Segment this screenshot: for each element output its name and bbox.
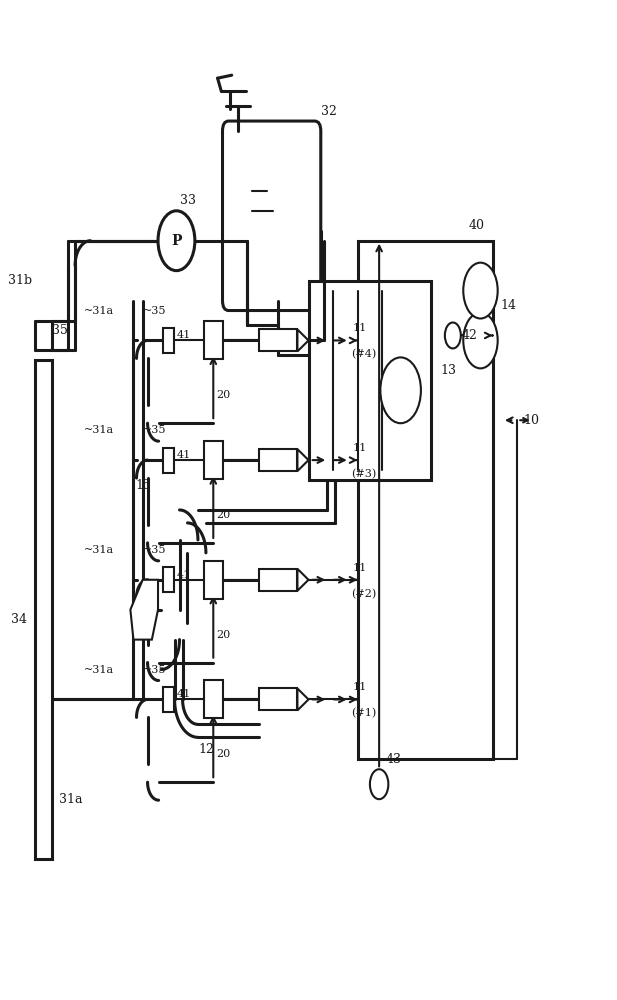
Bar (259, 329, 297, 351)
Text: ~31a: ~31a (85, 545, 114, 555)
Text: 13: 13 (441, 364, 457, 377)
Text: 32: 32 (321, 105, 337, 118)
Circle shape (158, 211, 195, 271)
Bar (308, 281, 431, 480)
Text: 20: 20 (217, 630, 231, 640)
Text: 35: 35 (52, 324, 68, 337)
Bar (35, 360, 52, 859)
Text: (#2): (#2) (352, 589, 377, 599)
Text: 11: 11 (353, 443, 367, 453)
Circle shape (463, 313, 498, 368)
Polygon shape (297, 688, 308, 710)
Text: 31a: 31a (59, 793, 83, 806)
Text: 43: 43 (385, 753, 401, 766)
Circle shape (370, 769, 388, 799)
Text: 20: 20 (217, 749, 231, 759)
Text: (#1): (#1) (352, 708, 377, 719)
FancyBboxPatch shape (223, 121, 321, 311)
Text: 20: 20 (217, 510, 231, 520)
Text: 42: 42 (462, 329, 478, 342)
Text: 14: 14 (500, 299, 516, 312)
Bar (163, 567, 174, 592)
Text: 41: 41 (176, 330, 191, 340)
Text: 31b: 31b (7, 274, 31, 287)
Text: 40: 40 (468, 219, 484, 232)
Text: ~35: ~35 (143, 545, 166, 555)
Text: ~35: ~35 (143, 665, 166, 675)
Text: 12: 12 (198, 743, 214, 756)
Polygon shape (297, 329, 308, 351)
Bar (259, 569, 297, 591)
Text: 41: 41 (176, 450, 191, 460)
Text: 41: 41 (176, 689, 191, 699)
Text: (#4): (#4) (352, 349, 377, 360)
Text: 20: 20 (217, 390, 231, 400)
Bar (259, 449, 297, 471)
Bar (259, 688, 297, 710)
Polygon shape (297, 569, 308, 591)
Bar (204, 561, 223, 599)
Bar (163, 448, 174, 473)
Polygon shape (297, 449, 308, 471)
Bar (204, 680, 223, 718)
Polygon shape (130, 580, 158, 640)
Text: ~31a: ~31a (85, 425, 114, 435)
Text: ~31a: ~31a (85, 665, 114, 675)
Text: ~35: ~35 (143, 306, 166, 316)
Text: 11: 11 (353, 563, 367, 573)
Text: 11: 11 (353, 323, 367, 333)
Text: ~35: ~35 (143, 425, 166, 435)
Circle shape (463, 263, 498, 319)
Bar (163, 328, 174, 353)
Circle shape (445, 322, 461, 348)
Circle shape (380, 357, 421, 423)
Text: P: P (171, 234, 181, 248)
Bar (204, 321, 223, 359)
Text: 33: 33 (180, 194, 196, 207)
Text: ~31a: ~31a (85, 306, 114, 316)
Text: 11: 11 (353, 682, 367, 692)
Bar (358, 241, 493, 759)
Text: 34: 34 (10, 613, 27, 626)
Bar (204, 441, 223, 479)
Text: 15: 15 (135, 479, 151, 492)
Text: 10: 10 (523, 414, 539, 427)
Text: 41: 41 (176, 570, 191, 580)
Bar (163, 687, 174, 712)
Text: (#3): (#3) (352, 469, 377, 479)
